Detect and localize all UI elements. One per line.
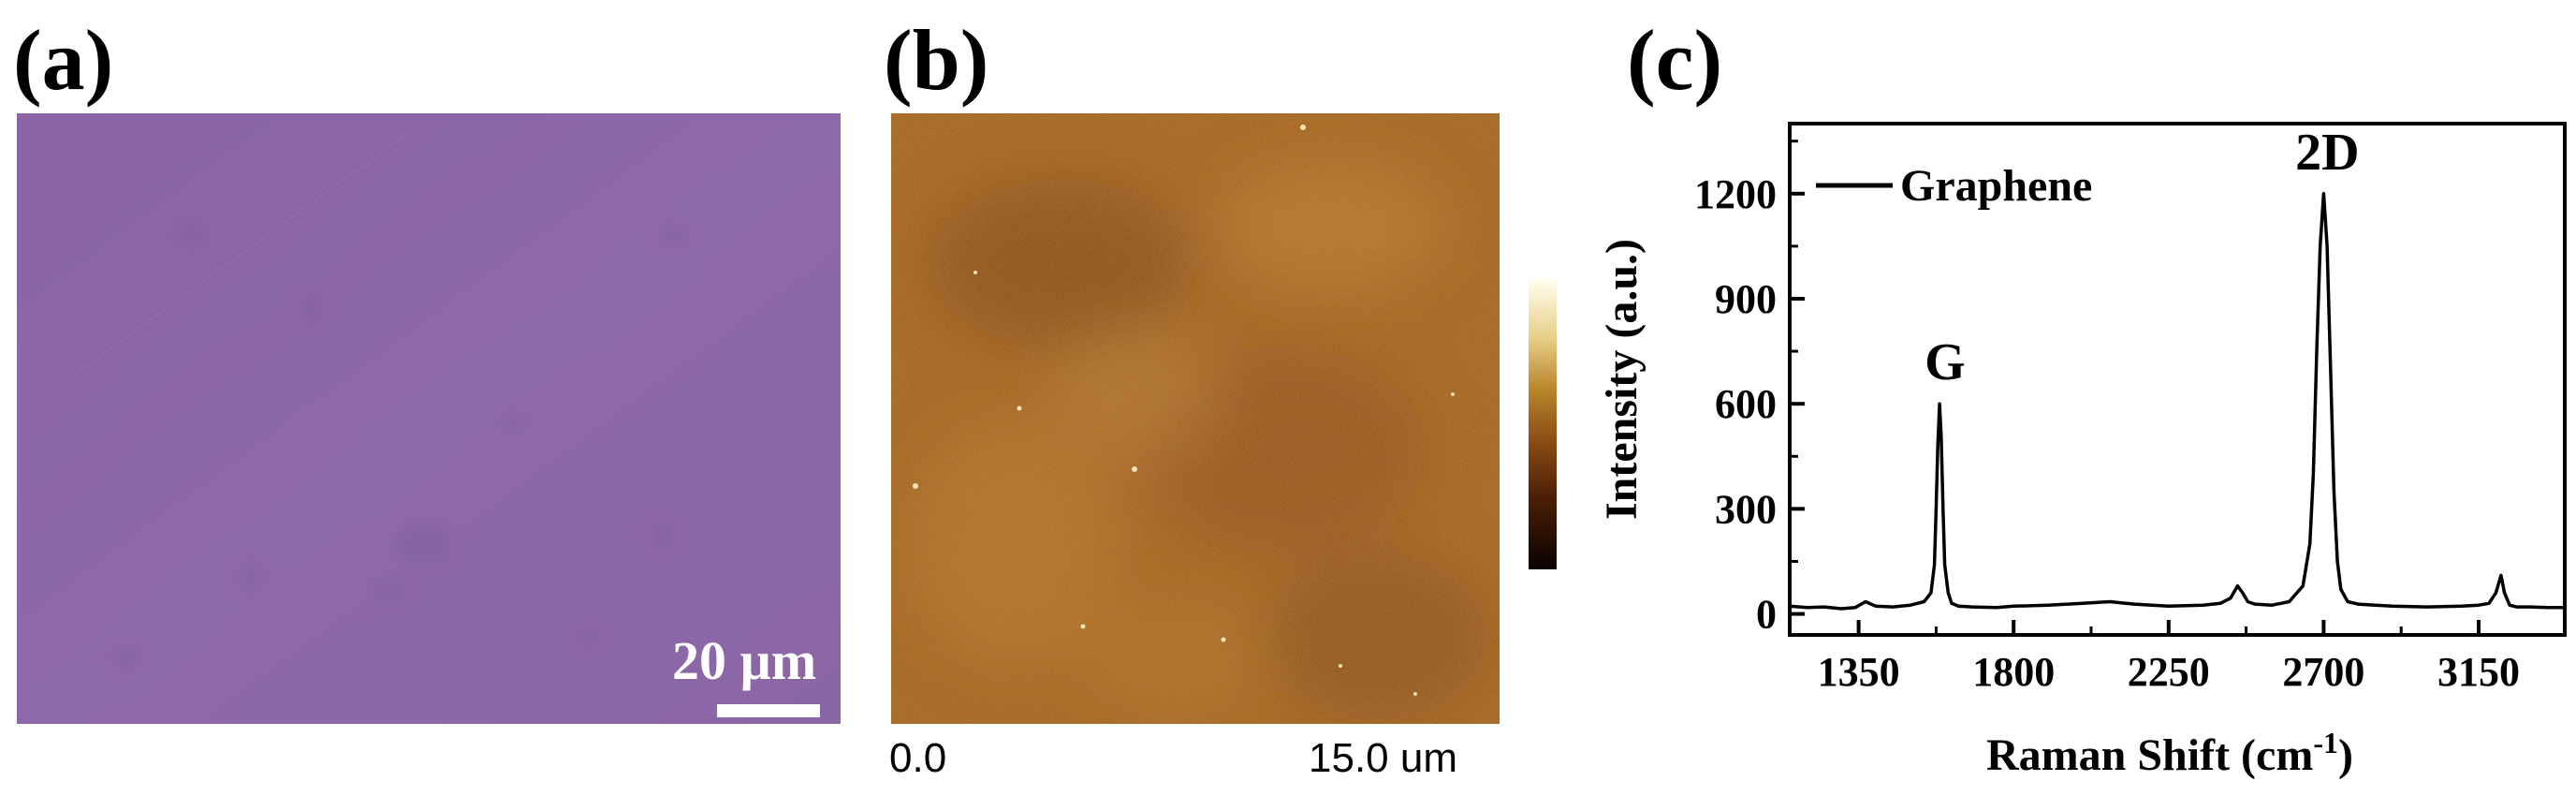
afm-scale-end-label: 15.0 um — [1309, 735, 1457, 781]
x-tick-label: 1350 — [1818, 649, 1900, 695]
y-axis-title: Intensity (a.u.) — [1597, 239, 1647, 520]
x-tick-label: 3150 — [2437, 649, 2520, 695]
afm-topography-image — [891, 113, 1500, 724]
panel-b-label: (b) — [884, 12, 989, 108]
afm-height-colorbar — [1529, 279, 1557, 569]
x-axis-title-main: Raman Shift (cm — [1986, 730, 2313, 780]
afm-scale-start-label: 0.0 — [889, 735, 947, 781]
x-tick-label: 2700 — [2282, 649, 2364, 695]
legend-label-graphene: Graphene — [1900, 161, 2092, 211]
x-tick-label: 2250 — [2128, 649, 2210, 695]
y-tick-label: 1200 — [1694, 171, 1777, 217]
scale-bar — [717, 704, 820, 717]
x-axis-title: Raman Shift (cm-1) — [1986, 726, 2353, 780]
scale-bar-label: 20 µm — [672, 630, 817, 691]
x-axis-title-superscript: -1 — [2313, 726, 2338, 759]
plot-frame — [1788, 122, 2567, 637]
optical-micrograph-image — [17, 113, 841, 724]
panel-a-label: (a) — [13, 12, 114, 108]
x-axis-title-close: ) — [2338, 730, 2353, 780]
y-tick-label: 0 — [1756, 592, 1777, 638]
peak-label-g: G — [1925, 333, 1966, 391]
panel-c-label: (c) — [1627, 12, 1723, 108]
y-tick-label: 900 — [1715, 276, 1777, 322]
x-tick-label: 1800 — [1972, 649, 2055, 695]
y-tick-label: 600 — [1715, 381, 1777, 427]
peak-label-2d: 2D — [2295, 124, 2359, 182]
graphene-spectrum-line — [1789, 192, 2565, 611]
y-tick-label: 300 — [1715, 486, 1777, 532]
